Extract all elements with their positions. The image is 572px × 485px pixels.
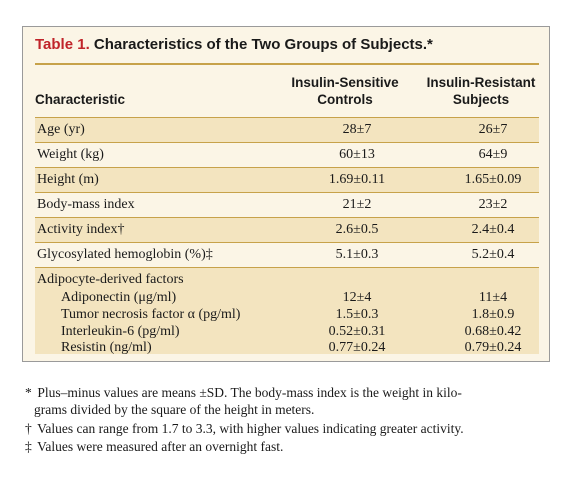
row-label: Weight (kg) [37, 147, 104, 162]
header-line: Insulin-Sensitive [291, 75, 399, 90]
row-label: Body-mass index [37, 197, 135, 212]
footnote-mark: * [25, 385, 32, 400]
row-label: Interleukin-6 (pg/ml) [61, 324, 180, 339]
table-row: Height (m) 1.69±0.11 1.65±0.09 [35, 167, 539, 193]
row-label: Age (yr) [37, 122, 85, 137]
row-label: Resistin (ng/ml) [61, 340, 152, 355]
table-row: Activity index† 2.6±0.5 2.4±0.4 [35, 217, 539, 243]
table-container: Table 1. Characteristics of the Two Grou… [22, 26, 550, 362]
footnote-text: Values can range from 1.7 to 3.3, with h… [37, 421, 464, 436]
cell-resistant: 5.2±0.4 [471, 247, 515, 262]
cell-resistant: 2.4±0.4 [471, 222, 515, 237]
table-caption: Characteristics of the Two Groups of Sub… [93, 36, 433, 53]
cell-sensitive: 21±2 [342, 197, 372, 212]
cell-resistant: 1.8±0.9 [471, 307, 515, 322]
table-row: Weight (kg) 60±13 64±9 [35, 142, 539, 168]
row-label: Activity index† [37, 222, 125, 237]
footnote-mark: ‡ [25, 439, 32, 454]
row-label: Adiponectin (μg/ml) [61, 290, 177, 305]
footnote-double-dagger: ‡ Values were measured after an overnigh… [25, 438, 555, 455]
footnote-text: Plus–minus values are means ±SD. The bod… [37, 385, 462, 400]
table-row: Age (yr) 28±7 26±7 [35, 117, 539, 143]
cell-sensitive: 60±13 [339, 147, 375, 162]
cell-resistant: 0.68±0.42 [464, 324, 522, 339]
cell-resistant: 23±2 [478, 197, 508, 212]
table-number: Table 1. [35, 36, 90, 53]
cell-resistant: 0.79±0.24 [464, 340, 522, 355]
cell-resistant: 64±9 [478, 147, 508, 162]
cell-sensitive: 0.77±0.24 [328, 340, 386, 355]
cell-sensitive: 28±7 [342, 122, 372, 137]
row-label: Height (m) [37, 172, 99, 187]
footnote-text: grams divided by the square of the heigh… [34, 402, 315, 417]
title-divider [35, 63, 539, 65]
table-title: Table 1. Characteristics of the Two Grou… [35, 36, 433, 53]
cell-resistant: 26±7 [478, 122, 508, 137]
cell-sensitive: 1.69±0.11 [328, 172, 386, 187]
header-line: Controls [317, 92, 373, 107]
row-label: Glycosylated hemoglobin (%)‡ [37, 247, 213, 262]
cell-sensitive: 1.5±0.3 [335, 307, 379, 322]
table-row: Body-mass index 21±2 23±2 [35, 192, 539, 218]
header-insulin-sensitive: Insulin-Sensitive Controls [281, 74, 409, 108]
row-label: Tumor necrosis factor α (pg/ml) [61, 307, 241, 322]
table-row: Glycosylated hemoglobin (%)‡ 5.1±0.3 5.2… [35, 242, 539, 268]
cell-sensitive: 12±4 [342, 290, 372, 305]
header-insulin-resistant: Insulin-Resistant Subjects [417, 74, 545, 108]
cell-resistant: 11±4 [478, 290, 508, 305]
footnote-asterisk: * Plus–minus values are means ±SD. The b… [25, 384, 555, 401]
footnote-dagger: † Values can range from 1.7 to 3.3, with… [25, 420, 555, 437]
footnote-asterisk-continued: grams divided by the square of the heigh… [34, 401, 564, 418]
header-line: Subjects [452, 92, 510, 107]
group-label: Adipocyte-derived factors [37, 272, 184, 287]
cell-sensitive: 0.52±0.31 [328, 324, 386, 339]
adipocyte-factors-group: Adipocyte-derived factors Adiponectin (μ… [35, 267, 539, 355]
header-line: Insulin-Resistant [426, 75, 536, 90]
cell-sensitive: 2.6±0.5 [335, 222, 379, 237]
footnote-text: Values were measured after an overnight … [37, 439, 284, 454]
cell-sensitive: 5.1±0.3 [335, 247, 379, 262]
cell-resistant: 1.65±0.09 [464, 172, 522, 187]
header-characteristic: Characteristic [35, 92, 126, 107]
footnote-mark: † [25, 421, 32, 436]
